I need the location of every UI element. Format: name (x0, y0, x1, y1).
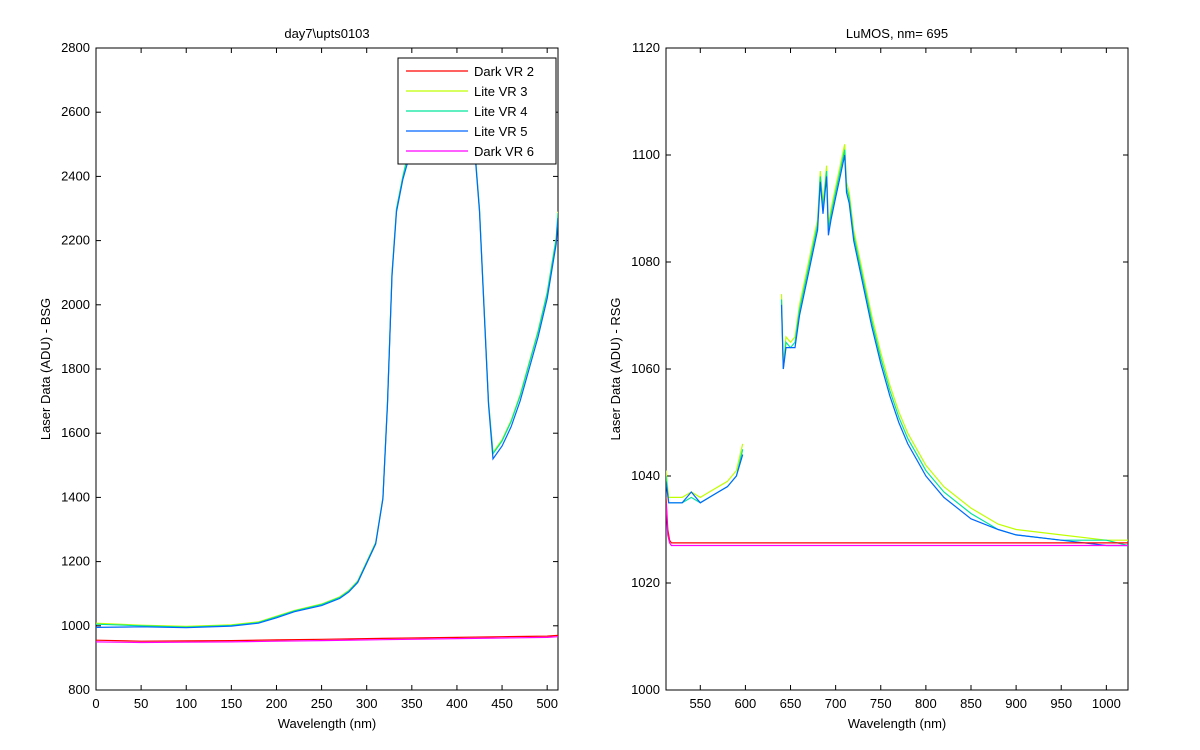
y-tick-label: 2400 (61, 168, 90, 183)
x-axis-label-bsg: Wavelength (nm) (278, 716, 377, 731)
x-tick-label: 600 (735, 696, 757, 711)
y-axis-label-bsg: Laser Data (ADU) - BSG (38, 298, 53, 440)
x-tick-label: 550 (689, 696, 711, 711)
series-line-lite-vr-4-seg2 (780, 149, 1128, 547)
chart-title-bsg: day7\upts0103 (284, 26, 369, 41)
series-line-lite-vr-5-seg2 (780, 154, 1128, 547)
legend-label-lite-vr-4: Lite VR 4 (474, 104, 527, 119)
x-tick-label: 250 (311, 696, 333, 711)
x-tick-label: 100 (175, 696, 197, 711)
x-tick-label: 50 (134, 696, 148, 711)
x-tick-label: 150 (221, 696, 243, 711)
y-tick-label: 1400 (61, 489, 90, 504)
x-tick-label: 0 (92, 696, 99, 711)
series-line-dark-vr-6 (96, 636, 558, 644)
series-line-lite-vr-5-seg1 (666, 454, 744, 504)
y-tick-label: 1120 (632, 40, 660, 55)
y-tick-label: 1600 (61, 425, 90, 440)
ticks-rsg: 550 600 650 700 750 800 850 900 950 1000 1000 1020 1… (631, 40, 1128, 711)
legend-label-dark-vr-6: Dark VR 6 (474, 144, 534, 159)
x-tick-label: 500 (536, 696, 558, 711)
chart-rsg: LuMOS, nm= 695 Wavelength (nm) Laser Dat… (608, 26, 1129, 731)
x-tick-label: 950 (1050, 696, 1072, 711)
y-tick-label: 1200 (61, 554, 90, 569)
legend-label-lite-vr-5: Lite VR 5 (474, 124, 527, 139)
series-rsg (666, 144, 1128, 547)
y-tick-label: 1000 (61, 618, 90, 633)
series-line-lite-vr-3-seg2 (780, 144, 1128, 541)
chart-title-rsg: LuMOS, nm= 695 (846, 26, 948, 41)
y-tick-label: 1080 (631, 254, 660, 269)
x-tick-label: 200 (266, 696, 288, 711)
y-tick-label: 1060 (631, 361, 660, 376)
y-tick-label: 2000 (61, 297, 90, 312)
x-tick-label: 750 (870, 696, 892, 711)
chart-bsg: day7\upts0103 Wavelength (nm) Laser Data… (38, 26, 559, 731)
x-tick-label: 1000 (1092, 696, 1121, 711)
plot-area-rsg (665, 47, 1129, 691)
x-axis-label-rsg: Wavelength (nm) (848, 716, 947, 731)
y-tick-label: 1020 (631, 575, 660, 590)
y-tick-label: 800 (68, 682, 90, 697)
series-line-dark-vr-2 (666, 497, 1128, 544)
series-line-dark-vr-6 (666, 502, 1128, 547)
y-tick-label: 2200 (61, 233, 90, 248)
y-tick-label: 1800 (61, 361, 90, 376)
x-tick-label: 350 (401, 696, 423, 711)
y-tick-label: 1000 (631, 682, 660, 697)
x-tick-label: 700 (825, 696, 847, 711)
x-tick-label: 650 (780, 696, 802, 711)
x-tick-label: 900 (1005, 696, 1027, 711)
y-tick-label: 1040 (631, 468, 660, 483)
y-tick-label: 2800 (61, 40, 90, 55)
series-line-lite-vr-3-seg1 (666, 443, 744, 499)
x-tick-label: 400 (446, 696, 468, 711)
series-line-dark-vr-2 (96, 634, 558, 642)
x-tick-label: 850 (960, 696, 982, 711)
x-tick-label: 300 (356, 696, 378, 711)
y-axis-label-rsg: Laser Data (ADU) - RSG (608, 297, 623, 440)
x-tick-label: 800 (915, 696, 937, 711)
ticks-bsg: 0 50 100 150 200 250 300 350 400 450 500 800 1000 120… (61, 40, 558, 711)
legend-label-lite-vr-3: Lite VR 3 (474, 84, 527, 99)
x-tick-label: 450 (491, 696, 513, 711)
y-tick-label: 1100 (632, 147, 660, 162)
legend-label-dark-vr-2: Dark VR 2 (474, 64, 534, 79)
y-tick-label: 2600 (61, 104, 90, 119)
legend-bsg: Dark VR 2 Lite VR 3 Lite VR 4 Lite VR 5 Dark… (397, 57, 557, 165)
